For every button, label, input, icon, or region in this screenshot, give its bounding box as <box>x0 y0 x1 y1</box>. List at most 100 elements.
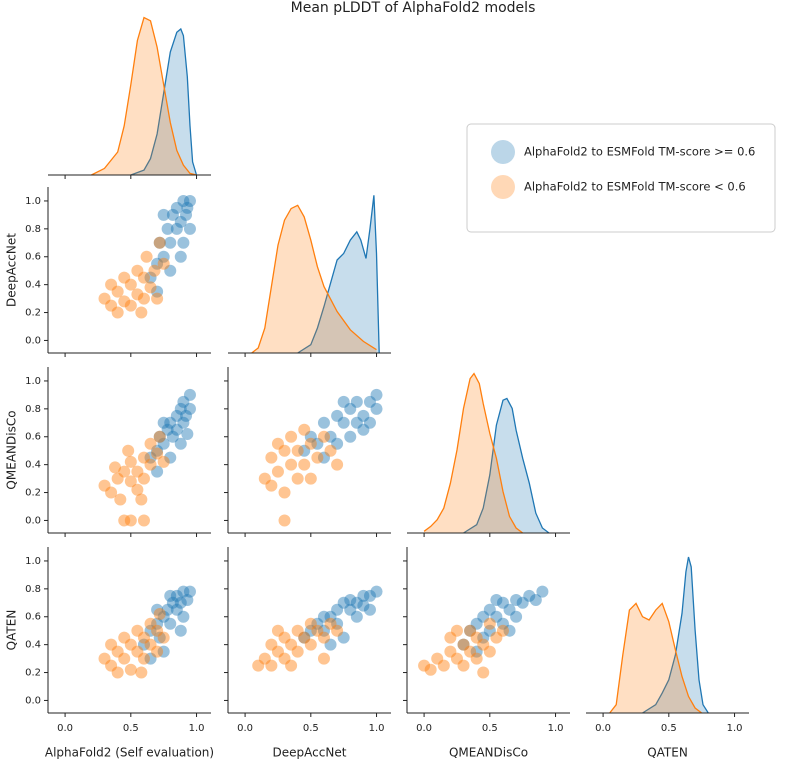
y-tick-label: 0.8 <box>25 404 41 415</box>
scatter-point <box>166 208 179 221</box>
scatter-point <box>311 451 324 464</box>
scatter-point <box>124 663 137 676</box>
scatter-point <box>258 472 271 485</box>
scatter-point <box>265 451 278 464</box>
kde-area <box>609 603 702 713</box>
scatter-point <box>180 409 193 422</box>
scatter-point <box>137 514 150 527</box>
x-axis-label: QMEANDisCo <box>449 746 528 760</box>
scatter-point <box>298 631 311 644</box>
x-tick-label: 0.5 <box>303 723 319 734</box>
scatter-point <box>477 638 490 651</box>
scatter-point <box>418 659 431 672</box>
scatter-point <box>350 395 363 408</box>
y-tick-label: 0.2 <box>25 308 41 319</box>
scatter-point <box>252 659 265 672</box>
scatter-point <box>124 278 137 291</box>
scatter-point <box>144 271 157 284</box>
scatter-point <box>170 222 183 235</box>
scatter-point <box>157 257 170 270</box>
scatter-point <box>118 295 131 308</box>
scatter-point <box>457 638 470 651</box>
scatter-point <box>111 472 124 485</box>
scatter-point <box>444 645 457 658</box>
scatter-point <box>166 596 179 609</box>
scatter-point <box>124 514 137 527</box>
scatter-point <box>170 201 183 214</box>
scatter-point <box>258 652 271 665</box>
scatter-point <box>135 666 148 679</box>
scatter-point <box>170 409 183 422</box>
scatter-point <box>503 603 516 616</box>
scatter-point <box>137 292 150 305</box>
scatter-point <box>157 208 170 221</box>
scatter-point <box>180 208 193 221</box>
y-tick-label: 0.0 <box>25 335 41 346</box>
scatter-point <box>311 617 324 630</box>
scatter-point <box>164 264 177 277</box>
scatter-point <box>464 645 477 658</box>
scatter-point <box>304 624 317 637</box>
kde-area <box>463 398 549 533</box>
legend-label: AlphaFold2 to ESMFold TM-score < 0.6 <box>524 180 746 194</box>
scatter-point <box>304 638 317 651</box>
scatter-point <box>357 409 370 422</box>
scatter-point <box>105 638 118 651</box>
scatter-point <box>105 278 118 291</box>
scatter-point <box>477 666 490 679</box>
scatter-point <box>350 596 363 609</box>
scatter-point <box>271 645 284 658</box>
scatter-point <box>181 594 194 607</box>
scatter-point <box>483 603 496 616</box>
scatter-point <box>170 603 183 616</box>
scatter-point <box>170 589 183 602</box>
scatter-point <box>431 652 444 665</box>
kde-area <box>91 17 197 175</box>
scatter-point <box>151 617 164 630</box>
scatter-point <box>331 409 344 422</box>
scatter-point <box>496 596 509 609</box>
scatter-point <box>311 624 324 637</box>
scatter-point <box>317 451 330 464</box>
scatter-point <box>135 493 148 506</box>
scatter-point <box>357 599 370 612</box>
scatter-point <box>337 416 350 429</box>
scatter-point <box>157 610 170 623</box>
x-tick-label: 1.0 <box>548 723 564 734</box>
scatter-point <box>131 624 144 637</box>
scatter-point <box>153 236 166 249</box>
scatter-point <box>317 430 330 443</box>
scatter-point <box>137 271 150 284</box>
scatter-point <box>144 617 157 630</box>
scatter-point <box>153 430 166 443</box>
scatter-point <box>278 631 291 644</box>
scatter-point <box>477 610 490 623</box>
scatter-point <box>118 465 131 478</box>
scatter-point <box>510 610 523 623</box>
scatter-point <box>331 624 344 637</box>
scatter-point <box>324 638 337 651</box>
scatter-point <box>124 638 137 651</box>
scatter-point <box>317 624 330 637</box>
x-tick-label: 1.0 <box>369 723 385 734</box>
scatter-point <box>151 603 164 616</box>
scatter-point <box>298 631 311 644</box>
kde-line <box>423 372 524 534</box>
y-tick-label: 0.6 <box>25 612 41 623</box>
scatter-point <box>174 596 187 609</box>
y-axis-label: QMEANDisCo <box>5 410 19 489</box>
scatter-point <box>536 585 549 598</box>
scatter-point <box>357 589 370 602</box>
scatter-point <box>144 652 157 665</box>
scatter-point <box>496 617 509 630</box>
scatter-point <box>183 194 196 207</box>
scatter-point <box>183 585 196 598</box>
y-tick-label: 0.6 <box>25 252 41 263</box>
scatter-point <box>444 631 457 644</box>
scatter-point <box>271 624 284 637</box>
scatter-point <box>98 479 111 492</box>
kde-line <box>251 204 377 354</box>
kde-line <box>130 27 198 176</box>
